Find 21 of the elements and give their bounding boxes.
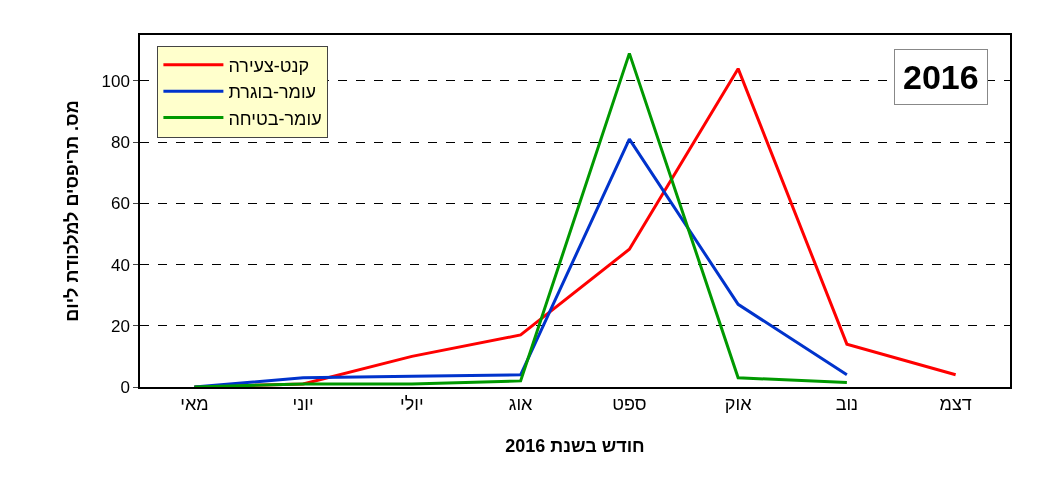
line-series — [192, 51, 849, 387]
x-tick-label: דצמ — [939, 394, 972, 415]
y-axis-title: מס. תריפסים למלכודת ליום — [62, 100, 83, 322]
x-axis-title: חודש בשנת 2016 — [505, 435, 645, 456]
annotation: 2016 — [903, 58, 979, 96]
x-tick-label: יולי — [400, 394, 424, 415]
y-tick-label: 100 — [101, 71, 130, 91]
y-tick-label: 20 — [110, 316, 130, 336]
x-tick-label: אוק — [724, 394, 753, 415]
legend-label: עומר-בטיחה — [228, 108, 322, 129]
x-tick-label: ספט — [612, 394, 647, 415]
y-tick-label: 40 — [110, 255, 130, 275]
x-tick-label: אוג — [508, 394, 534, 415]
x-tick-label: יוני — [292, 394, 314, 415]
x-tick-label: מאי — [180, 394, 209, 415]
legend-label: קנט-צעירה — [228, 55, 310, 76]
legend-label: עומר-בוגרת — [228, 82, 317, 103]
y-tick-label: 60 — [110, 194, 130, 214]
x-tick-label: נוב — [835, 394, 859, 415]
y-tick-label: 0 — [120, 377, 130, 397]
y-tick-label: 80 — [110, 133, 130, 153]
